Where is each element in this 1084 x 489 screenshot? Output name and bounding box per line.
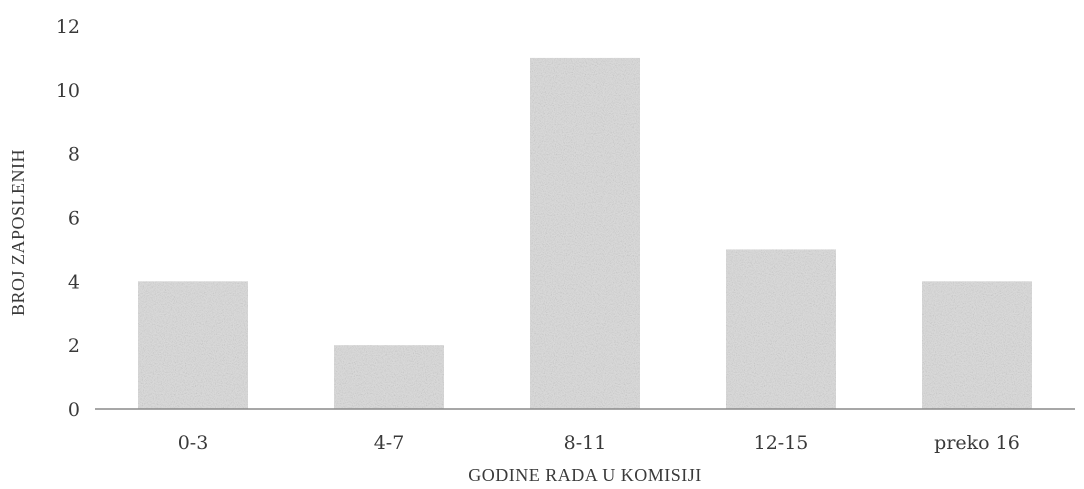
x-tick-label: preko 16 xyxy=(934,432,1020,454)
y-tick-label: 10 xyxy=(56,80,80,102)
y-axis-ticks: 0 2 4 6 8 10 12 xyxy=(56,16,80,421)
x-tick-label: 0-3 xyxy=(178,432,209,454)
y-tick-label: 8 xyxy=(68,144,80,166)
bar-preko-16 xyxy=(922,281,1032,409)
x-axis-title: GODINE RADA U KOMISIJI xyxy=(468,465,702,485)
y-tick-label: 0 xyxy=(68,399,80,421)
x-tick-label: 8-11 xyxy=(564,432,607,454)
bars-group xyxy=(138,57,1032,410)
x-tick-label: 4-7 xyxy=(374,432,405,454)
bar-4-7 xyxy=(334,345,444,409)
y-tick-label: 12 xyxy=(56,16,80,38)
bar-0-3 xyxy=(138,281,248,409)
y-tick-label: 4 xyxy=(68,271,80,293)
x-axis-ticks: 0-3 4-7 8-11 12-15 preko 16 xyxy=(178,432,1020,454)
y-tick-label: 6 xyxy=(68,208,80,230)
bar-12-15 xyxy=(726,249,836,409)
x-tick-label: 12-15 xyxy=(754,432,809,454)
y-axis-title: BROJ ZAPOSLENIH xyxy=(8,149,28,316)
y-tick-label: 2 xyxy=(68,335,80,357)
bar-8-11 xyxy=(530,57,640,410)
